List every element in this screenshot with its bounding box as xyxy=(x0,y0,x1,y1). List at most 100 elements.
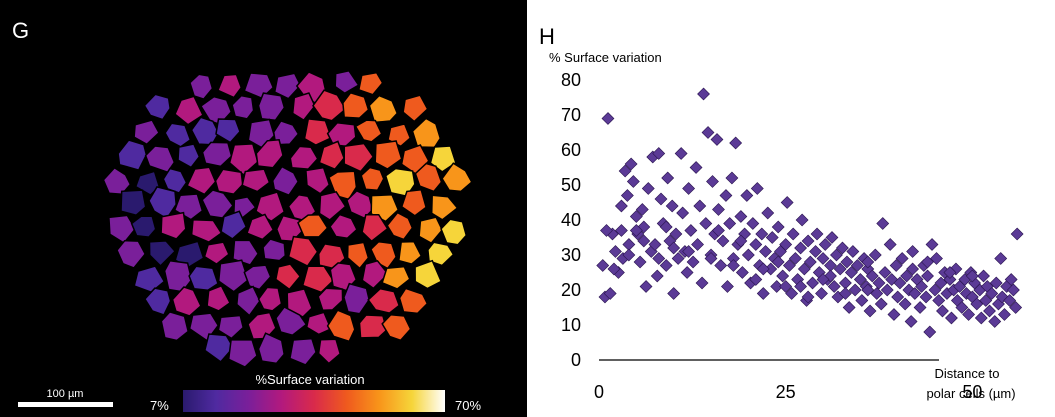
data-point xyxy=(898,297,912,311)
data-point xyxy=(735,266,749,279)
data-point xyxy=(900,269,914,283)
cell xyxy=(274,263,302,291)
data-point xyxy=(887,308,901,321)
data-point xyxy=(746,217,760,230)
data-point xyxy=(629,210,643,223)
cell xyxy=(120,189,147,217)
data-point xyxy=(925,238,939,251)
data-point xyxy=(965,269,979,283)
data-point xyxy=(844,266,858,279)
data-point xyxy=(908,287,922,300)
data-point xyxy=(943,273,957,286)
y-tick-label: 70 xyxy=(561,105,581,125)
colorbar xyxy=(183,390,445,412)
cell xyxy=(414,259,443,290)
data-point xyxy=(780,196,794,209)
cell-surface-map: G 100 µm %Surface variation 7% 70% xyxy=(12,18,481,413)
data-point xyxy=(893,276,907,290)
x-tick-label: 0 xyxy=(594,382,604,402)
cell xyxy=(342,91,370,119)
panel-g-letter: G xyxy=(12,18,29,43)
cell xyxy=(133,265,166,294)
data-point xyxy=(648,238,662,251)
cell xyxy=(271,165,300,197)
cell xyxy=(255,138,284,169)
data-point xyxy=(614,224,628,237)
cell xyxy=(116,239,147,269)
data-point xyxy=(734,210,748,223)
data-point xyxy=(706,175,719,188)
data-point xyxy=(750,182,764,195)
cell xyxy=(214,168,244,195)
data-point xyxy=(865,269,879,283)
x-tick-label: 25 xyxy=(776,382,796,402)
x-ticks: 0 25 50 xyxy=(594,382,982,402)
cell xyxy=(289,337,317,366)
data-point xyxy=(830,248,843,262)
data-point xyxy=(985,287,999,300)
cell xyxy=(160,211,187,240)
data-point xyxy=(697,87,710,101)
data-point xyxy=(641,182,655,195)
data-point xyxy=(855,294,869,307)
cell xyxy=(201,141,233,168)
cell xyxy=(303,118,333,146)
data-point xyxy=(704,252,718,265)
cell xyxy=(163,259,193,293)
data-point xyxy=(667,241,681,255)
data-point xyxy=(779,280,793,293)
cell xyxy=(262,238,287,262)
data-point xyxy=(652,252,666,265)
colorbar-max-label: 70% xyxy=(455,398,481,413)
cell xyxy=(273,72,302,100)
y-tick-label: 20 xyxy=(561,280,581,300)
cell xyxy=(305,311,332,336)
data-point xyxy=(827,280,841,293)
data-point xyxy=(878,266,892,279)
data-point xyxy=(684,224,698,237)
y-tick-label: 60 xyxy=(561,140,581,160)
data-point xyxy=(998,308,1011,321)
data-point xyxy=(629,224,643,237)
data-point xyxy=(786,227,800,241)
cell-surface-map-panel: G 100 µm %Surface variation 7% 70% xyxy=(0,0,527,417)
data-point xyxy=(712,224,725,237)
data-point xyxy=(756,287,770,300)
cell xyxy=(188,265,219,292)
cell xyxy=(164,122,192,148)
cell xyxy=(402,94,429,123)
data-point xyxy=(771,220,785,234)
cell xyxy=(381,265,411,290)
data-point xyxy=(635,203,649,216)
data-point xyxy=(626,175,640,188)
data-point xyxy=(868,248,882,262)
cell xyxy=(414,162,443,193)
cell xyxy=(231,94,255,120)
data-point xyxy=(686,255,700,269)
data-point xyxy=(983,304,996,318)
data-point xyxy=(689,161,703,174)
cell xyxy=(418,216,444,245)
y-tick-label: 30 xyxy=(561,245,581,265)
x-axis-label-line1: Distance to xyxy=(934,366,999,381)
data-point xyxy=(809,245,822,258)
data-point xyxy=(989,276,1003,290)
data-point xyxy=(874,297,888,311)
y-tick-label: 10 xyxy=(561,315,581,335)
data-point xyxy=(861,255,875,269)
cell xyxy=(190,219,223,243)
cell xyxy=(275,306,308,337)
cell xyxy=(143,287,172,316)
data-point xyxy=(682,245,696,258)
data-point xyxy=(810,227,824,241)
data-point xyxy=(919,290,933,304)
cell xyxy=(361,259,390,290)
cell xyxy=(227,339,258,368)
cell xyxy=(174,240,205,269)
data-point xyxy=(659,259,673,272)
data-point xyxy=(838,287,852,300)
data-point xyxy=(921,255,934,269)
data-point xyxy=(756,262,770,276)
data-point xyxy=(782,259,796,272)
cell xyxy=(286,288,313,318)
